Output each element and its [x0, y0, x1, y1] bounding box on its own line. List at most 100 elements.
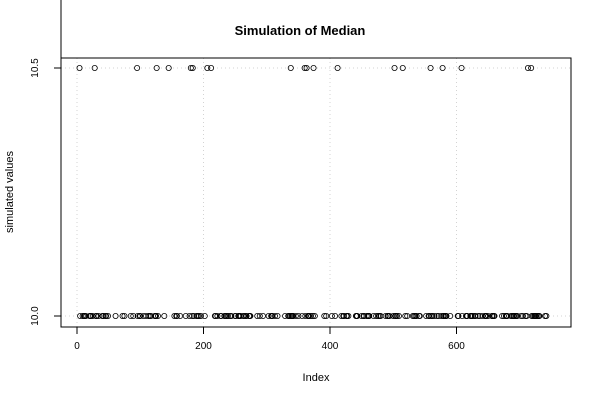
data-point — [189, 312, 196, 319]
data-point — [112, 312, 119, 319]
data-point — [483, 312, 490, 319]
data-point — [173, 312, 180, 319]
data-point — [103, 312, 110, 319]
data-point — [201, 312, 208, 319]
data-point — [186, 312, 193, 319]
data-point — [386, 312, 393, 319]
data-point — [309, 312, 316, 319]
data-point — [127, 312, 134, 319]
x-tick-label: 0 — [74, 341, 80, 352]
data-point — [443, 312, 450, 319]
data-point — [154, 312, 161, 319]
data-point — [345, 312, 352, 319]
data-point — [399, 65, 406, 72]
data-point — [311, 312, 318, 319]
data-point — [391, 65, 398, 72]
x-tick-label: 600 — [448, 341, 465, 352]
data-point — [76, 65, 83, 72]
data-point — [308, 312, 315, 319]
data-point — [104, 312, 111, 319]
data-point — [464, 312, 471, 319]
data-point — [89, 312, 96, 319]
data-point — [382, 312, 389, 319]
data-points — [76, 65, 550, 319]
data-point — [187, 65, 194, 72]
data-point — [472, 312, 479, 319]
data-point — [366, 312, 373, 319]
data-point — [413, 312, 420, 319]
data-point — [328, 312, 335, 319]
data-point — [439, 65, 446, 72]
data-point — [528, 65, 535, 72]
data-point — [134, 65, 141, 72]
data-point — [519, 312, 526, 319]
data-point — [119, 312, 126, 319]
data-point — [354, 312, 361, 319]
data-point — [524, 65, 531, 72]
data-point — [134, 312, 141, 319]
data-point — [301, 65, 308, 72]
data-point — [77, 312, 84, 319]
data-point — [543, 312, 550, 319]
data-point — [177, 312, 184, 319]
data-point — [310, 65, 317, 72]
data-point — [429, 312, 436, 319]
y-tick-label: 10.0 — [30, 306, 41, 326]
data-point — [394, 312, 401, 319]
data-point — [431, 312, 438, 319]
x-tick-label: 400 — [322, 341, 339, 352]
data-point — [228, 312, 235, 319]
data-point — [218, 312, 225, 319]
data-point — [518, 312, 525, 319]
chart-title: Simulation of Median — [235, 23, 366, 38]
data-point — [514, 312, 521, 319]
data-point — [323, 312, 330, 319]
data-point — [225, 312, 232, 319]
data-point — [395, 312, 402, 319]
data-point — [165, 65, 172, 72]
data-point — [404, 312, 411, 319]
data-point — [447, 312, 454, 319]
data-point — [458, 65, 465, 72]
data-point — [299, 312, 306, 319]
data-point — [332, 312, 339, 319]
plot-frame — [60, 57, 572, 328]
data-point — [479, 312, 486, 319]
data-point — [321, 312, 328, 319]
data-point — [93, 312, 100, 319]
data-point — [256, 312, 263, 319]
data-point — [259, 312, 266, 319]
data-point — [196, 312, 203, 319]
x-axis: 0 200 400 600 — [74, 326, 465, 352]
data-point — [427, 65, 434, 72]
data-point — [182, 312, 189, 319]
data-point — [433, 312, 440, 319]
data-point — [474, 312, 481, 319]
data-point — [536, 312, 543, 319]
data-point — [254, 312, 261, 319]
y-axis: 10.010.511.011.512.0 — [30, 0, 62, 326]
data-point — [208, 65, 215, 72]
data-point — [121, 312, 128, 319]
data-point — [303, 65, 310, 72]
data-point — [274, 312, 281, 319]
data-point — [455, 312, 462, 319]
data-point — [485, 312, 492, 319]
data-point — [137, 312, 144, 319]
x-axis-title: Index — [303, 372, 330, 384]
data-point — [247, 312, 254, 319]
data-point — [416, 312, 423, 319]
data-point — [373, 312, 380, 319]
y-axis-title: simulated values — [4, 151, 16, 233]
data-point — [306, 312, 313, 319]
grid-lines — [61, 58, 571, 327]
data-point — [402, 312, 409, 319]
data-point — [153, 312, 160, 319]
data-point — [302, 312, 309, 319]
data-point — [91, 65, 98, 72]
data-point — [334, 65, 341, 72]
data-point — [204, 65, 211, 72]
data-point — [292, 312, 299, 319]
data-point — [197, 312, 204, 319]
